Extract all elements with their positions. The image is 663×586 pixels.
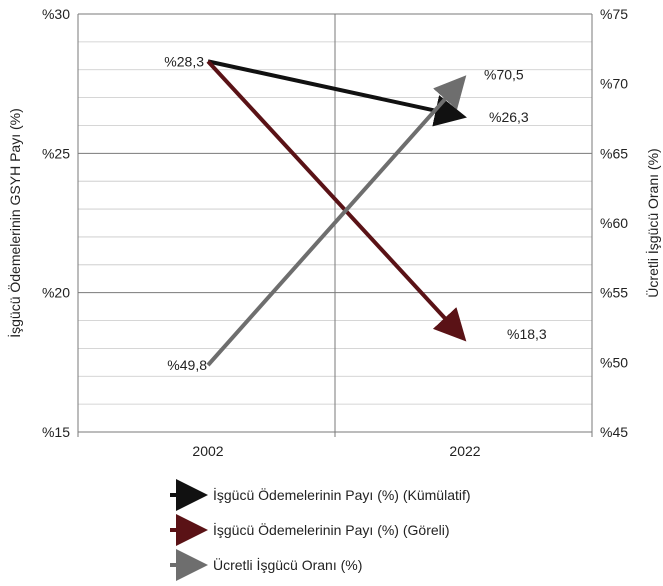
y-left-tick-label: %30 <box>42 6 70 22</box>
axes: %15 %20 %25 %30 %45 %50 %55 %60 %65 %70 %75 2002 202… <box>6 6 661 459</box>
legend-label: İşgücü Ödemelerinin Payı (%) (Göreli) <box>213 521 450 538</box>
y-right-tick-label: %50 <box>600 354 628 370</box>
y-right-axis-title: Ücretli İşgücü Oranı (%) <box>644 148 661 297</box>
legend-label: İşgücü Ödemelerinin Payı (%) (Kümülatif) <box>213 486 471 503</box>
data-label: %26,3 <box>489 109 529 125</box>
series-line-0 <box>207 59 467 127</box>
y-left-tick-label: %25 <box>42 145 70 161</box>
y-right-tick-label: %60 <box>600 215 628 231</box>
data-label: %70,5 <box>484 67 524 83</box>
y-right-tick-label: %55 <box>600 285 628 301</box>
y-left-tick-label: %15 <box>42 424 70 440</box>
x-tick-label: 2002 <box>192 443 223 459</box>
grid <box>78 14 592 432</box>
data-label: %18,3 <box>507 326 547 342</box>
y-right-tick-label: %70 <box>600 76 628 92</box>
y-right-tick-label: %45 <box>600 424 628 440</box>
legend: İşgücü Ödemelerinin Payı (%) (Kümülatif)… <box>170 479 471 581</box>
data-label: %28,3 <box>164 53 204 69</box>
y-left-tick-label: %20 <box>42 285 70 301</box>
y-left-axis-title: İşgücü Ödemelerinin GSYH Payı (%) <box>6 108 23 338</box>
x-tick-label: 2022 <box>449 443 480 459</box>
legend-item-1: İşgücü Ödemelerinin Payı (%) (Göreli) <box>170 514 450 546</box>
y-right-tick-label: %75 <box>600 6 628 22</box>
series-layer <box>206 59 467 367</box>
legend-label: Ücretli İşgücü Oranı (%) <box>213 556 362 573</box>
y-right-tick-label: %65 <box>600 145 628 161</box>
series-line-2 <box>206 75 467 367</box>
data-label: %49,8 <box>167 357 207 373</box>
legend-item-2: Ücretli İşgücü Oranı (%) <box>170 549 362 581</box>
data-labels: %28,3 %26,3 %18,3 %49,8 %70,5 <box>164 53 547 373</box>
legend-item-0: İşgücü Ödemelerinin Payı (%) (Kümülatif) <box>170 479 471 511</box>
series-line-1 <box>206 60 467 342</box>
